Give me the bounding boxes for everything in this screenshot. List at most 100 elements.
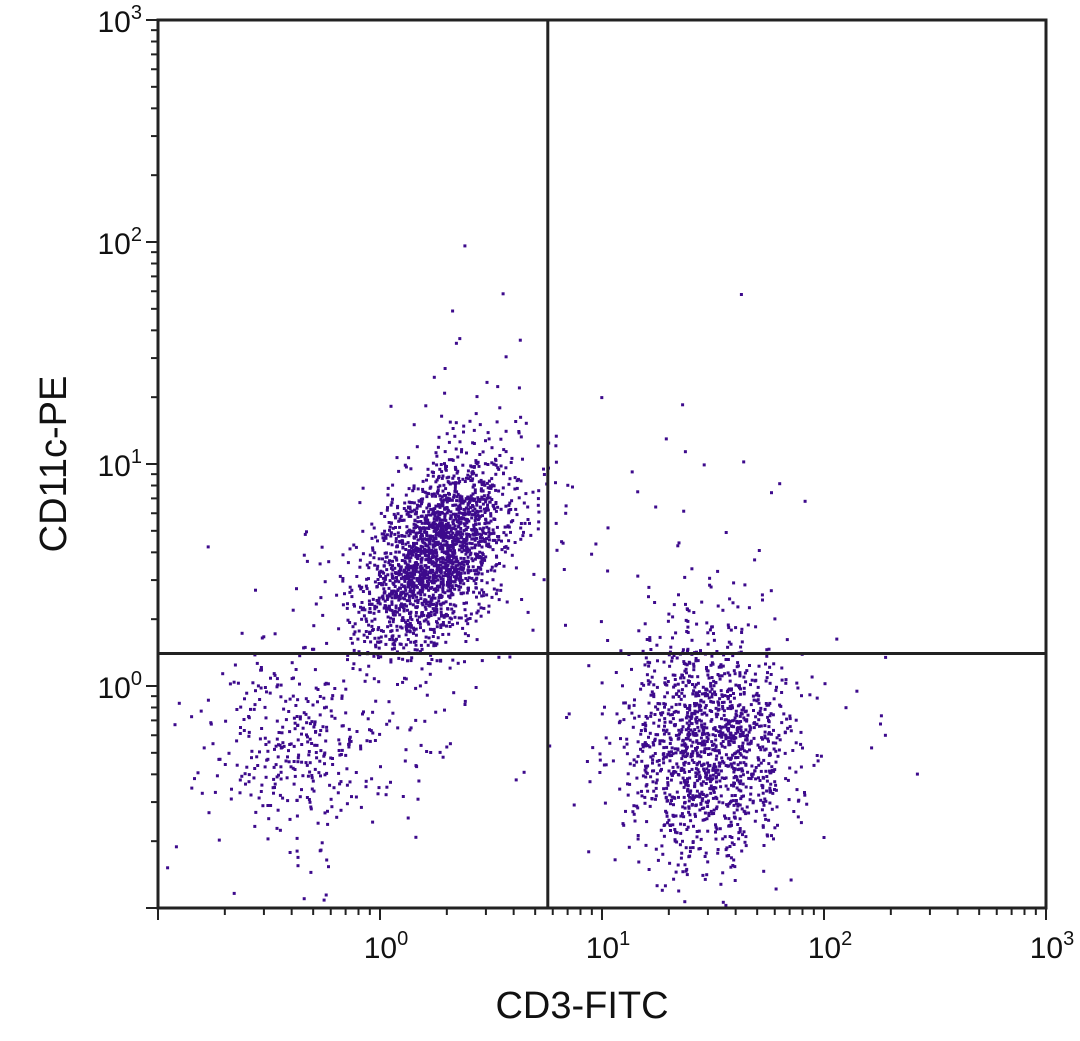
- data-point: [293, 768, 297, 771]
- data-point: [664, 730, 668, 734]
- data-point: [470, 513, 474, 517]
- data-point: [536, 444, 540, 448]
- data-point: [660, 844, 664, 848]
- data-point: [457, 548, 461, 552]
- data-point: [673, 683, 677, 687]
- data-point: [424, 635, 428, 639]
- data-point: [713, 734, 717, 738]
- data-point: [710, 740, 714, 744]
- data-point: [431, 474, 435, 478]
- data-point: [475, 611, 479, 615]
- data-point: [714, 795, 718, 799]
- data-point: [409, 514, 413, 518]
- data-point: [772, 662, 776, 666]
- data-point: [368, 607, 372, 610]
- data-point: [787, 798, 791, 802]
- data-point: [485, 581, 489, 585]
- data-point: [302, 553, 306, 557]
- data-point: [695, 772, 699, 776]
- data-point: [701, 685, 705, 689]
- data-point: [726, 804, 730, 808]
- data-point: [438, 567, 442, 571]
- data-point: [388, 563, 392, 567]
- data-point: [385, 568, 389, 572]
- data-point: [454, 533, 458, 537]
- data-point: [453, 543, 457, 546]
- data-point: [307, 753, 311, 757]
- data-point: [705, 735, 709, 739]
- data-point: [707, 733, 711, 737]
- data-point: [687, 799, 691, 803]
- data-point: [736, 804, 740, 808]
- data-point: [683, 801, 686, 805]
- data-point: [504, 429, 508, 433]
- data-point: [794, 770, 798, 774]
- data-point: [445, 583, 449, 587]
- data-point: [751, 772, 755, 776]
- data-point: [710, 710, 714, 713]
- data-point: [318, 713, 322, 717]
- data-point: [400, 534, 404, 538]
- data-point: [688, 674, 691, 678]
- data-point: [278, 793, 282, 797]
- data-point: [730, 736, 734, 740]
- data-point: [775, 805, 779, 809]
- data-point: [421, 579, 424, 583]
- data-point: [694, 814, 697, 818]
- data-point: [646, 660, 650, 664]
- data-point: [488, 484, 492, 488]
- data-point: [734, 731, 738, 735]
- data-point: [461, 463, 465, 467]
- data-point: [773, 780, 777, 784]
- data-point: [347, 742, 351, 746]
- data-point: [348, 780, 352, 784]
- data-point: [259, 666, 263, 669]
- data-point: [730, 799, 733, 803]
- data-point: [415, 506, 419, 510]
- data-point: [774, 741, 778, 745]
- data-point: [368, 602, 371, 606]
- data-point: [663, 791, 667, 795]
- data-point: [409, 625, 413, 629]
- data-point: [426, 662, 430, 665]
- data-point: [687, 660, 691, 664]
- data-point: [699, 837, 703, 841]
- data-point: [734, 626, 738, 630]
- data-point: [272, 765, 276, 769]
- data-point: [705, 873, 709, 877]
- data-point: [312, 624, 316, 628]
- data-point: [284, 699, 288, 703]
- data-point: [749, 777, 753, 781]
- data-point: [455, 570, 458, 574]
- data-point: [470, 576, 474, 580]
- data-point: [406, 512, 410, 516]
- data-point: [445, 745, 449, 749]
- data-point: [324, 739, 328, 743]
- data-point: [641, 745, 645, 749]
- data-point: [682, 795, 686, 799]
- data-point: [478, 506, 482, 509]
- data-point: [693, 709, 697, 713]
- data-point: [475, 509, 479, 513]
- data-point: [480, 545, 484, 549]
- data-point: [810, 675, 814, 679]
- data-point: [604, 763, 608, 767]
- data-point: [746, 623, 750, 627]
- data-point: [269, 676, 272, 680]
- data-point: [190, 786, 194, 790]
- data-point: [466, 473, 470, 477]
- data-point: [400, 539, 404, 543]
- data-point: [717, 701, 721, 705]
- data-point: [669, 720, 673, 724]
- data-point: [479, 509, 483, 513]
- data-point: [448, 742, 452, 746]
- data-point: [393, 566, 397, 570]
- data-point: [431, 570, 435, 574]
- data-point: [808, 693, 812, 697]
- data-point: [430, 562, 434, 566]
- data-point: [434, 530, 438, 533]
- data-point: [494, 457, 497, 461]
- data-point: [450, 498, 454, 502]
- data-point: [358, 565, 362, 569]
- data-point: [744, 763, 748, 767]
